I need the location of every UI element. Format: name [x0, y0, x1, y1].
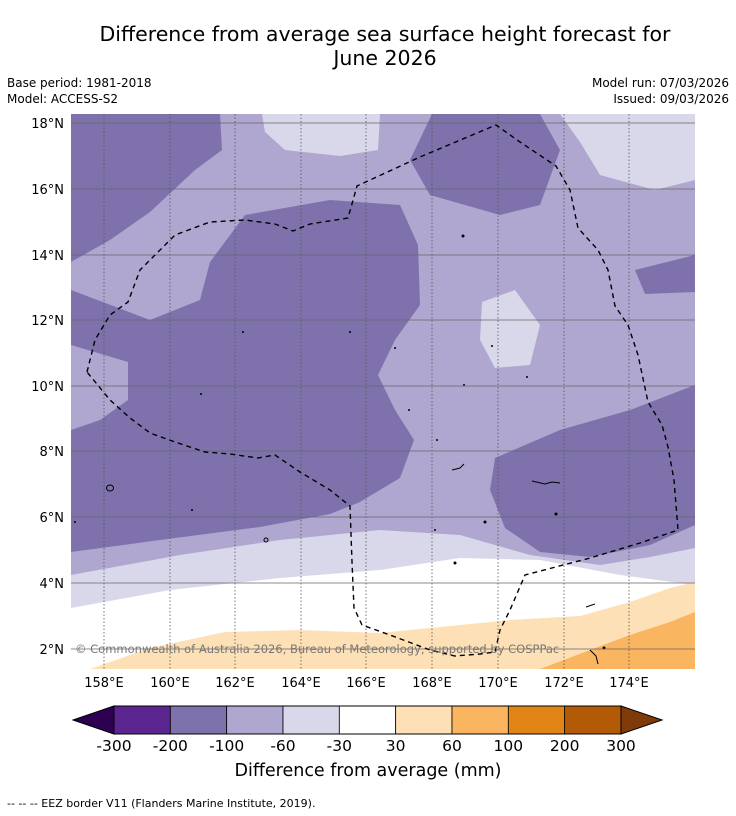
colorbar-cell — [507, 705, 566, 735]
copyright-text: © Commonwealth of Australia 2026, Bureau… — [75, 642, 559, 656]
atoll-dot — [554, 512, 558, 516]
lon-label: 170°E — [478, 676, 518, 691]
island-outline — [531, 480, 561, 485]
colorbar-tick-label: -200 — [153, 737, 188, 755]
colorbar-tick-label: -60 — [270, 737, 295, 755]
lat-label: 10°N — [31, 380, 64, 395]
meta-left: Base period: 1981-2018 Model: ACCESS-S2 — [7, 75, 152, 107]
parallels — [71, 122, 695, 650]
colorbar-title: Difference from average (mm) — [234, 761, 502, 781]
coastlines — [106, 463, 599, 665]
colorbar-tick-label: 200 — [550, 737, 580, 755]
atoll-dots — [74, 234, 606, 650]
lat-label: 14°N — [31, 249, 64, 264]
atoll-dot — [491, 345, 493, 347]
colorbar-cell — [226, 705, 284, 735]
colorbar-extend-over — [620, 705, 664, 735]
colorbar-cell — [395, 705, 453, 735]
atoll-dot — [191, 509, 193, 511]
contour-light-orange — [90, 582, 695, 669]
eez-legend: -- -- -- EEZ border V11 (Flanders Marine… — [7, 797, 316, 810]
lon-label: 168°E — [412, 676, 452, 691]
lon-label: 164°E — [281, 676, 321, 691]
issued-date: Issued: 09/03/2026 — [613, 92, 729, 106]
atoll-dot — [349, 331, 351, 333]
atoll-dot — [436, 439, 438, 441]
atoll-dot — [434, 529, 436, 531]
colorbar-tick-label: -300 — [96, 737, 131, 755]
atoll-dot — [463, 384, 465, 386]
atoll-dot — [200, 393, 202, 395]
colorbar-cell — [282, 705, 340, 735]
meridians — [103, 114, 630, 669]
contour-dark-central — [71, 200, 420, 552]
atoll-dot — [408, 409, 410, 411]
atoll-dot — [526, 376, 528, 378]
base-period: Base period: 1981-2018 — [7, 76, 152, 90]
colorbar-tick-label: 60 — [442, 737, 462, 755]
lat-label: 18°N — [31, 117, 64, 132]
meta-right: Model run: 07/03/2026 Issued: 09/03/2026 — [592, 75, 729, 107]
graticule — [71, 114, 695, 669]
atoll-dot — [453, 561, 457, 565]
lat-label: 12°N — [31, 314, 64, 329]
lat-label: 16°N — [31, 183, 64, 198]
colorbar-tick-label: 30 — [386, 737, 406, 755]
contour-pale-ne — [560, 114, 695, 190]
colorbar-extend-under — [71, 705, 115, 735]
atoll-dot — [242, 331, 244, 333]
colorbar-cell — [169, 705, 228, 735]
contour-dark-ne — [410, 114, 560, 215]
island-outline — [589, 649, 599, 665]
contour-pale-top — [262, 114, 380, 156]
contour-pale-island — [480, 290, 540, 368]
lat-label: 4°N — [40, 577, 65, 592]
contour-dark-nw — [71, 114, 222, 262]
title-line-2: June 2026 — [333, 46, 437, 70]
island-outline — [585, 603, 596, 608]
island-outline — [451, 463, 465, 471]
eez-border — [86, 124, 679, 657]
lon-label: 174°E — [609, 676, 649, 691]
colorbar-tick-label: 100 — [494, 737, 524, 755]
lon-label: 162°E — [215, 676, 255, 691]
lon-label: 172°E — [544, 676, 584, 691]
lat-label: 2°N — [40, 643, 65, 658]
model-name: Model: ACCESS-S2 — [7, 92, 119, 106]
atoll-dot — [394, 347, 396, 349]
map-plot-area: © Commonwealth of Australia 2026, Bureau… — [71, 114, 695, 669]
colorbar-cell — [451, 705, 509, 735]
map-title: Difference from average sea surface heig… — [40, 22, 730, 70]
longitude-labels: 158°E 160°E 162°E 164°E 166°E 168°E 170°… — [84, 676, 649, 691]
lon-label: 166°E — [346, 676, 386, 691]
island-outline — [263, 537, 269, 543]
colorbar-cell — [113, 705, 171, 735]
colorbar-tick-label: -30 — [327, 737, 352, 755]
lat-label: 6°N — [40, 511, 65, 526]
contour-dark-se — [490, 385, 695, 557]
colorbar-frame — [113, 705, 622, 735]
lon-label: 160°E — [150, 676, 190, 691]
model-run: Model run: 07/03/2026 — [591, 76, 729, 90]
contour-dark-east — [635, 255, 695, 294]
lat-label: 8°N — [40, 445, 65, 460]
atoll-dot — [461, 234, 465, 238]
colorbar: -300 -200 -100 -60 -30 30 60 100 200 300 — [71, 705, 664, 755]
title-line-1: Difference from average sea surface heig… — [99, 22, 671, 46]
colorbar-cell — [338, 705, 397, 735]
latitude-labels: 18°N 16°N 14°N 12°N 10°N 8°N 6°N 4°N 2°N — [31, 117, 64, 658]
colorbar-tick-label: -100 — [209, 737, 244, 755]
lon-label: 158°E — [84, 676, 124, 691]
island-outline — [106, 484, 114, 492]
colorbar-cell — [564, 705, 622, 735]
contour-orange — [540, 612, 695, 669]
colorbar-tick-label: 300 — [606, 737, 636, 755]
atoll-dot — [74, 521, 76, 523]
atoll-dot — [483, 520, 487, 524]
